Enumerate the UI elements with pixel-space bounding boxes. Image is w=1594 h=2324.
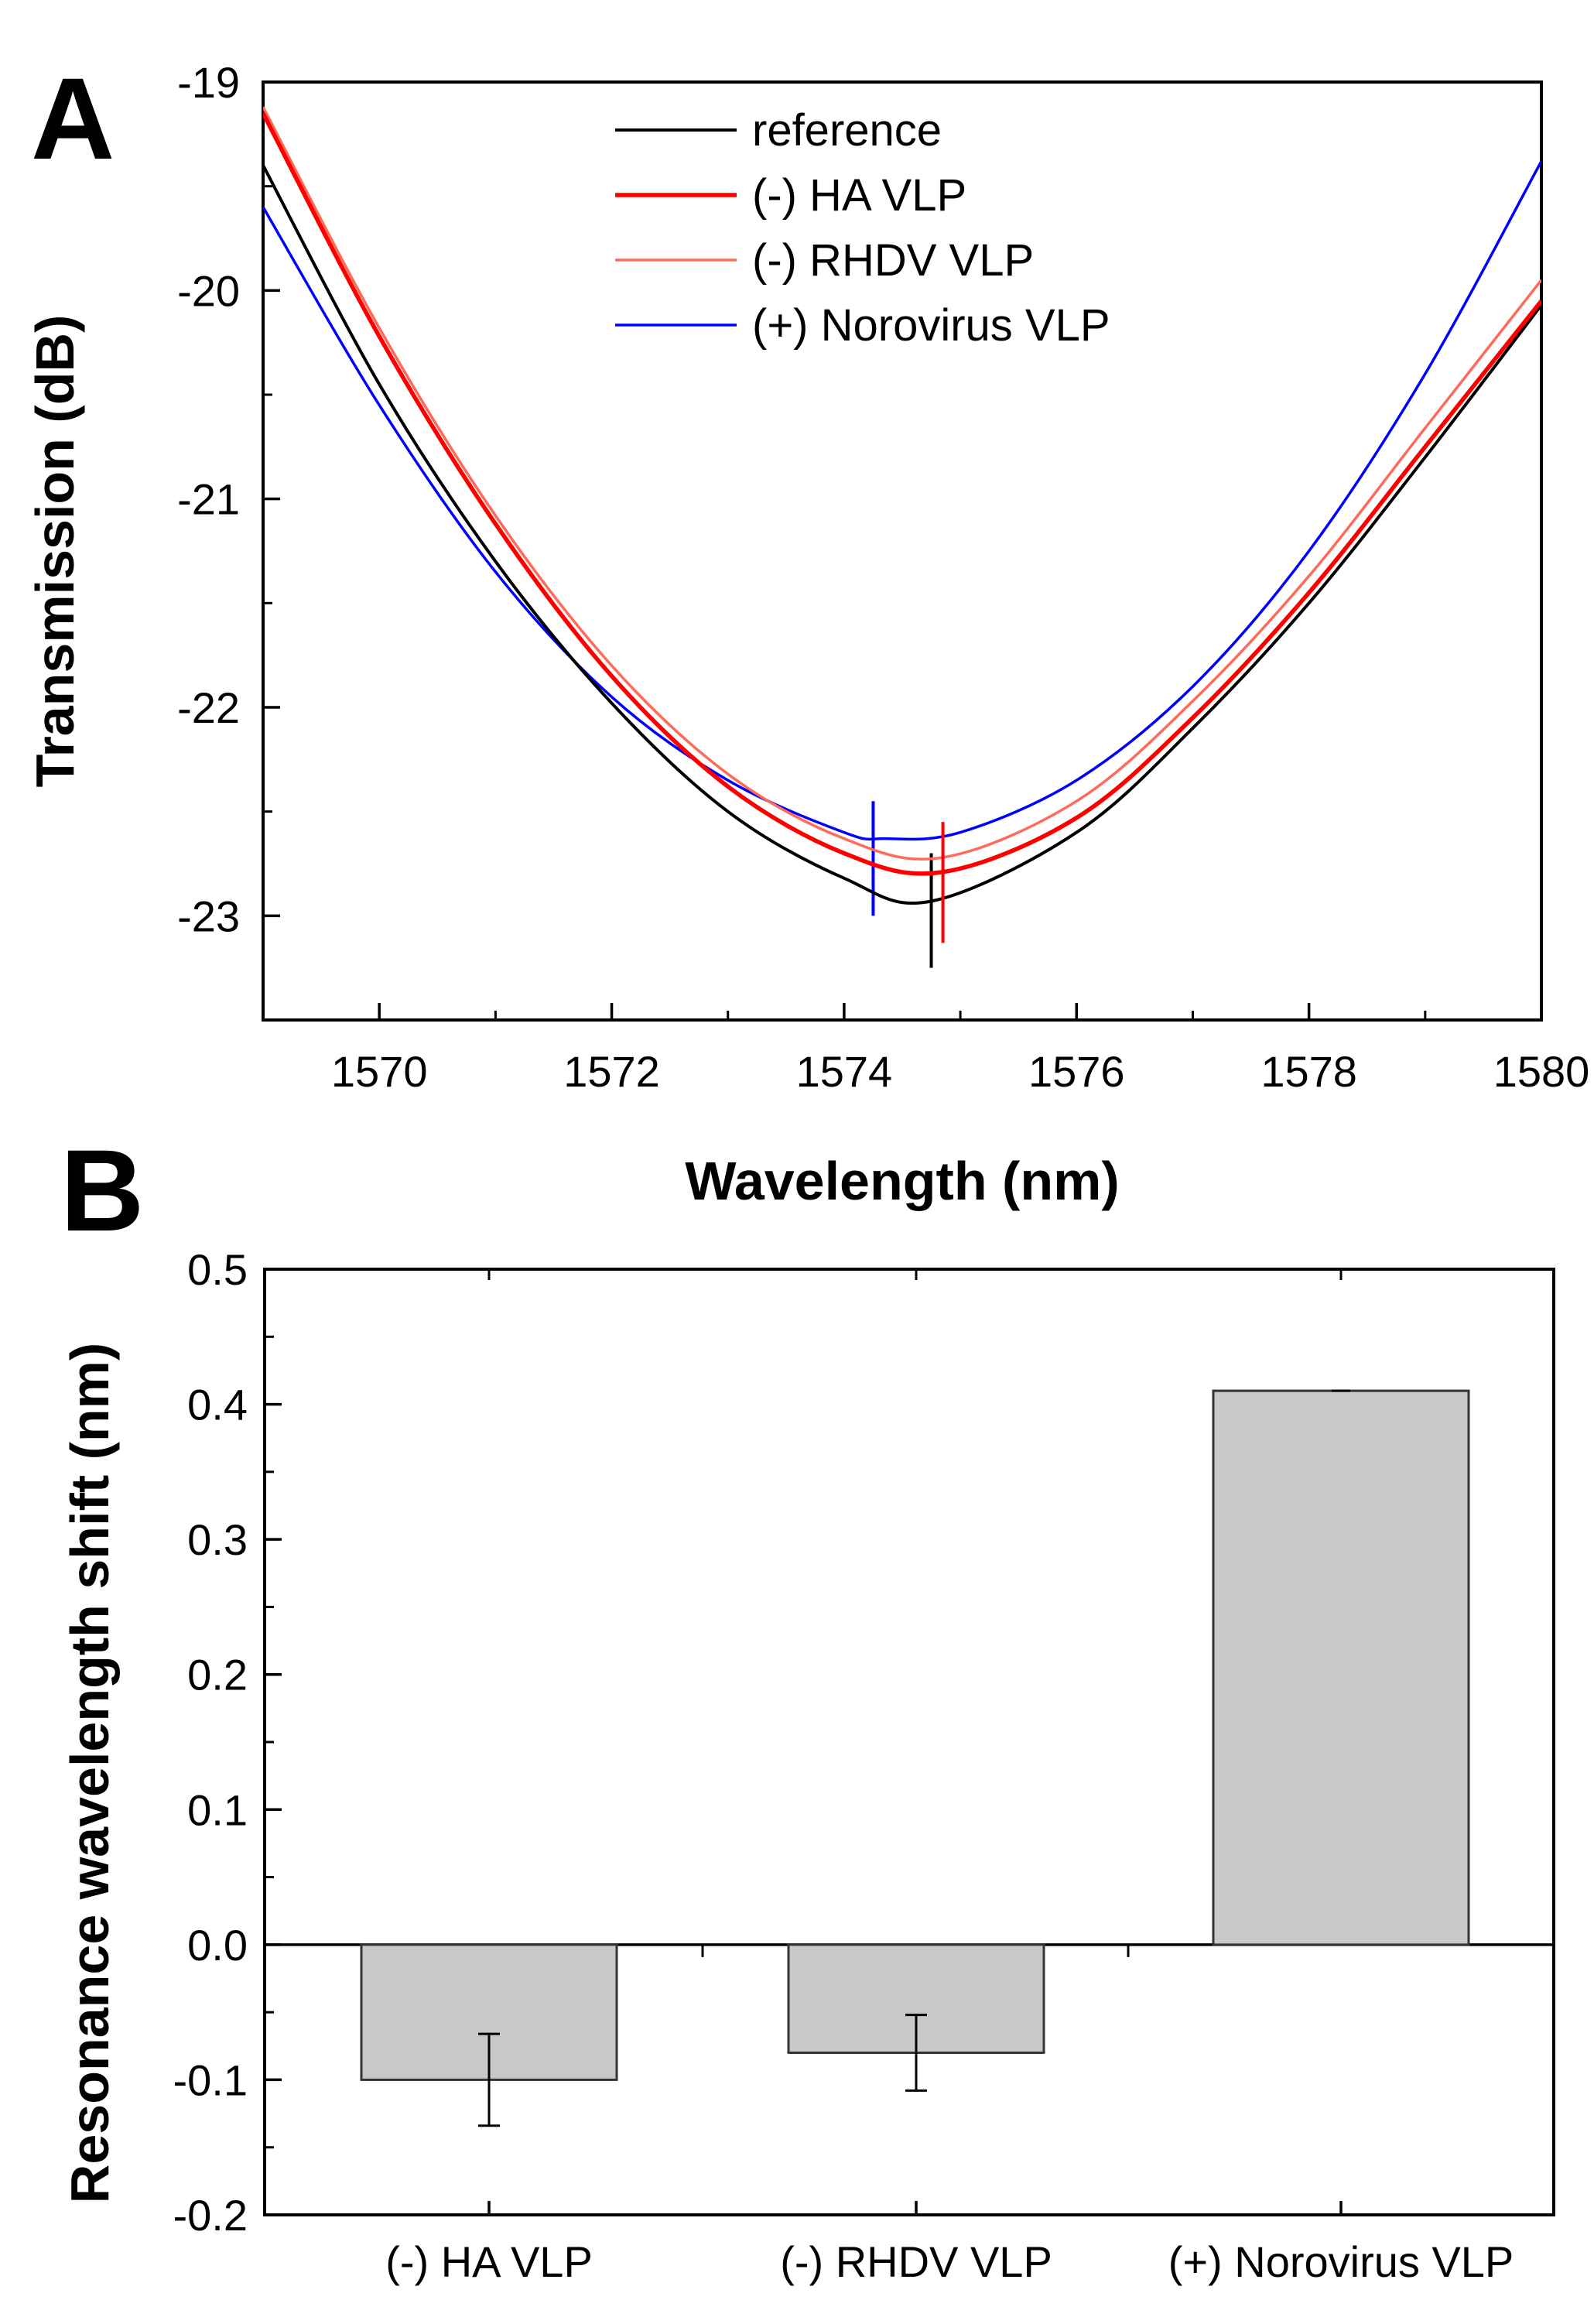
panel-letter-a: A (31, 53, 115, 183)
x-tick-label-a: 1570 (331, 1047, 428, 1096)
panel-letter-b: B (60, 1125, 144, 1255)
y-tick-label-a: -23 (177, 892, 240, 940)
chart-a-transmission: 1570 1572 1574 1576 1578 1580 -23 -22 -21 -20 -19 W… (25, 58, 1589, 1211)
y-tick-label-b: 0.2 (187, 1651, 248, 1699)
y-tick-label-b: -0.1 (173, 2055, 248, 2104)
y-tick-label-b: -0.2 (173, 2191, 248, 2240)
legend-label-rhdv-vlp: (-) RHDV VLP (752, 235, 1034, 286)
x-tick-label-a: 1574 (796, 1047, 893, 1096)
x-axis-title-a: Wavelength (nm) (685, 1151, 1119, 1211)
series-line-rhdv-vlp (263, 106, 1541, 861)
y-tick-label-a: -19 (177, 58, 240, 107)
y-tick-label-b: 0.0 (187, 1921, 248, 1970)
series-line-ha-vlp (263, 112, 1541, 876)
y-tick-label-a: -21 (177, 475, 240, 524)
y-tick-label-a: -20 (177, 266, 240, 315)
y-tick-label-b: 0.4 (187, 1381, 248, 1429)
legend-label-norovirus-vlp: (+) Norovirus VLP (752, 300, 1110, 351)
y-axis-title-b: Resonance wavelength shift (nm) (60, 1343, 120, 2203)
y-tick-label-b: 0.5 (187, 1245, 248, 1294)
series-line-reference (263, 164, 1541, 905)
y-tick-label-b: 0.3 (187, 1515, 248, 1564)
y-tick-label-a: -22 (177, 683, 240, 732)
x-tick-label-a: 1576 (1028, 1047, 1125, 1096)
legend-label-ha-vlp: (-) HA VLP (752, 170, 966, 221)
series-line-norovirus-vlp (263, 160, 1541, 841)
bar-3 (1212, 1389, 1470, 1946)
x-tick-label-b: (-) RHDV VLP (780, 2237, 1052, 2286)
x-tick-label-a: 1580 (1493, 1047, 1590, 1096)
x-tick-label-b: (+) Norovirus VLP (1168, 2237, 1514, 2286)
legend-label-reference: reference (752, 105, 942, 156)
x-tick-label-a: 1578 (1260, 1047, 1357, 1096)
plot-frame-a (262, 80, 1543, 1022)
y-axis-title-a: Transmission (dB) (25, 315, 85, 788)
chart-b-wavelength-shift: -0.2 -0.1 0.0 0.1 0.2 0.3 0.4 0.5 (-) HA VLP (-) … (60, 1245, 1555, 2286)
x-tick-label-a: 1572 (563, 1047, 660, 1096)
x-tick-label-b: (-) HA VLP (385, 2237, 593, 2286)
y-tick-label-b: 0.1 (187, 1785, 248, 1834)
